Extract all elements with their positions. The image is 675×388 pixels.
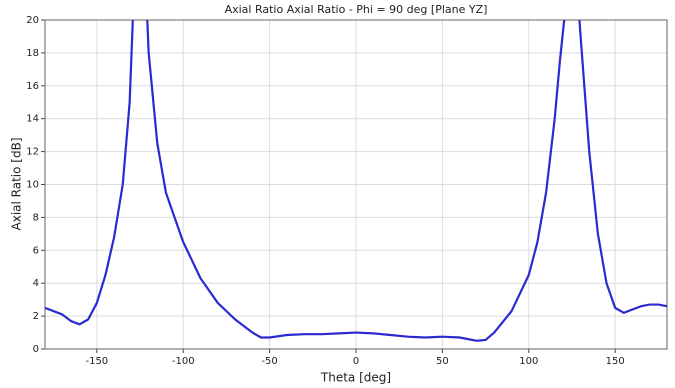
y-tick-label: 20 [26,15,39,26]
x-tick-label: 100 [519,356,538,367]
x-tick-label: 50 [436,356,449,367]
x-tick-label: -150 [85,356,108,367]
chart-title: Axial Ratio Axial Ratio - Phi = 90 deg [… [225,3,488,16]
data-line [45,20,667,342]
y-tick-label: 12 [26,147,39,158]
plot-area [45,20,667,342]
y-tick-label: 16 [26,81,39,92]
y-tick-label: 18 [26,48,39,59]
y-tick-label: 4 [33,278,39,289]
plot-frame [44,19,668,350]
x-tick-label: -100 [172,356,195,367]
y-axis-label: Axial Ratio [dB] [10,138,24,231]
y-tick-label: 14 [26,114,39,125]
y-tick-label: 10 [26,180,39,191]
x-axis-label: Theta [deg] [320,371,391,385]
y-tick-label: 0 [33,344,39,355]
y-tick-label: 2 [33,311,39,322]
x-tick-label: 0 [353,356,359,367]
x-tick-label: 150 [606,356,625,367]
x-tick-label: -50 [261,356,277,367]
y-tick-label: 6 [33,245,39,256]
y-tick-label: 8 [33,212,39,223]
